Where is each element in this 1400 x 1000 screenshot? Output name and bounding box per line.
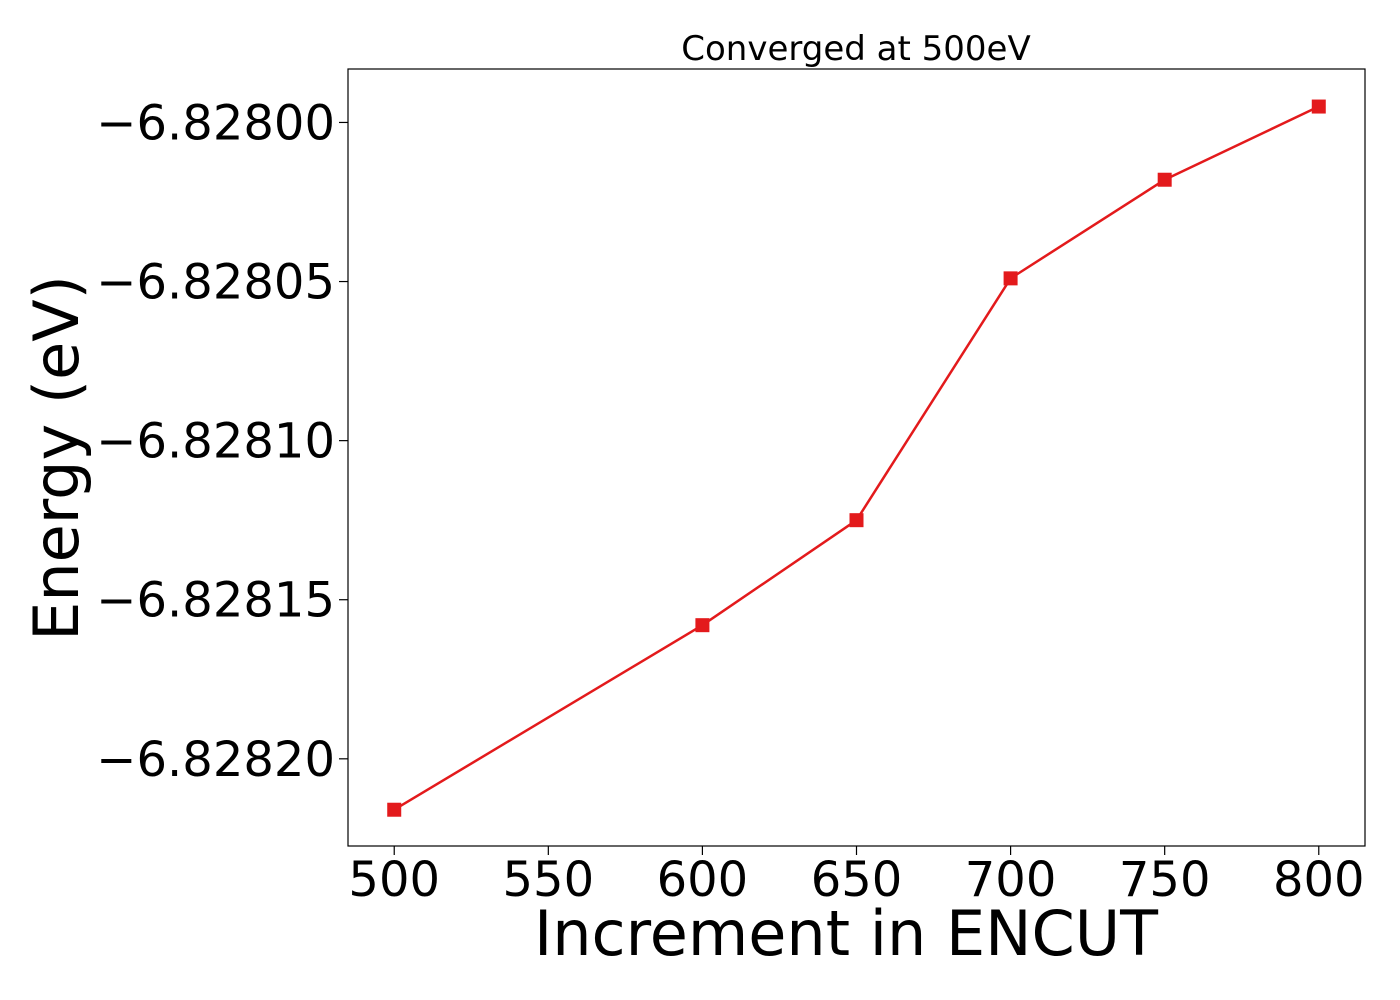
series-layer <box>387 99 1326 817</box>
chart-title: Converged at 500eV <box>681 29 1030 69</box>
y-tick-label: −6.82805 <box>96 255 335 311</box>
y-axis-ticks: −6.82820 −6.82815 −6.82810 −6.82805 −6.82800 <box>96 95 348 788</box>
x-tick-label: 650 <box>811 852 903 908</box>
data-point <box>849 513 864 528</box>
series-line <box>393 105 1320 811</box>
x-tick-label: 750 <box>1119 852 1211 908</box>
plot-frame <box>347 68 1366 847</box>
y-tick-label: −6.82810 <box>96 414 335 470</box>
y-tick-label: −6.82820 <box>96 732 335 788</box>
x-tick-label: 600 <box>657 852 749 908</box>
y-tick-label: −6.82815 <box>96 573 335 629</box>
x-axis-ticks: 500 550 600 650 700 750 800 <box>348 846 1365 908</box>
data-point <box>387 802 402 817</box>
x-tick-label: 700 <box>965 852 1057 908</box>
y-axis-label: Energy (eV) <box>20 275 93 641</box>
x-tick-label: 550 <box>503 852 595 908</box>
y-tick-label: −6.82800 <box>96 95 335 151</box>
x-tick-label: 800 <box>1273 852 1365 908</box>
data-point <box>695 618 710 633</box>
x-axis-label: Increment in ENCUT <box>534 897 1159 970</box>
x-tick-label: 500 <box>348 852 440 908</box>
data-point <box>1311 99 1326 114</box>
data-point <box>1157 172 1172 187</box>
data-point <box>1003 271 1018 286</box>
